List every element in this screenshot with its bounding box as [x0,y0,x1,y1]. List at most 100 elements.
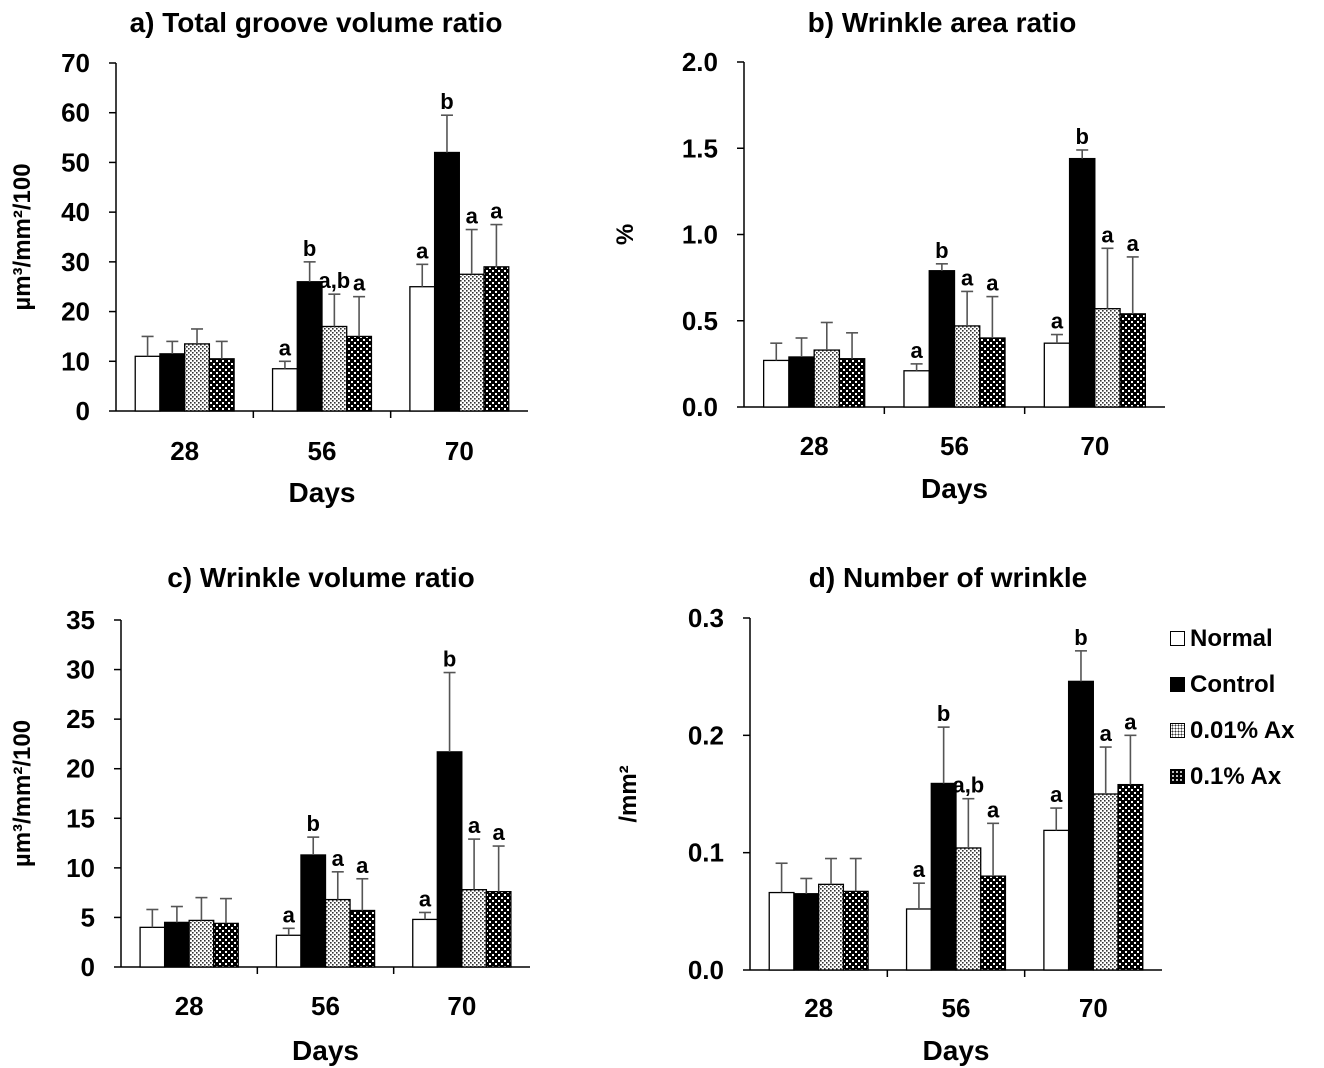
legend-item-normal: Normal [1168,622,1318,668]
x-tick-label: 56 [940,431,969,461]
legend-item-control: Control [1168,668,1318,714]
x-axis-label: Days [923,1035,990,1066]
y-tick-label: 30 [61,247,90,277]
y-tick-label: 2.0 [682,47,718,77]
significance-label: a [1100,721,1113,746]
chart-panel-2: b) Wrinkle area ratio 0.0 0.5 1.0 1.5 2.0 28 56… [612,7,1165,504]
legend-swatch-normal [1170,631,1185,646]
significance-label: a [913,857,926,882]
bar-normal [762,359,790,408]
significance-label: a,b [318,268,350,293]
bar-01-ax [485,891,512,968]
bar-01-ax [980,875,1007,971]
significance-label: a [416,238,429,263]
legend-item-01-ax: 0.1% Ax [1168,760,1318,806]
x-tick-label: 70 [445,436,474,466]
y-tick-label: 30 [66,655,95,685]
significance-label: a [468,813,481,838]
significance-label: a [356,853,369,878]
y-tick-label: 20 [66,754,95,784]
bar-01-ax [842,890,869,971]
y-axis-label: /mm² [615,765,642,822]
y-tick-label: 70 [61,48,90,78]
bar-control [300,854,327,968]
y-tick-label: 10 [66,853,95,883]
bar-control [163,921,190,968]
significance-label: a [986,271,999,296]
significance-label: a [419,886,432,911]
significance-label: a [283,902,296,927]
y-tick-label: 0 [76,396,90,426]
significance-label: a [1127,231,1140,256]
chart-panel-1: a) Total groove volume ratio 0 10 20 30 40 50 6… [9,7,528,508]
bar-001-ax [321,325,348,412]
bar-01-ax [213,922,239,968]
bar-01-ax [346,335,373,412]
significance-label: a [1050,782,1063,807]
significance-label: b [1075,124,1088,149]
bar-normal [905,908,932,971]
bar-001-ax [461,889,488,968]
y-axis-label: % [612,224,639,245]
significance-label: a [332,846,345,871]
y-tick-label: 20 [61,297,90,327]
significance-label: b [937,701,950,726]
x-tick-label: 70 [1080,431,1109,461]
x-tick-label: 70 [447,991,476,1021]
y-tick-label: 0 [81,952,95,982]
y-tick-label: 1.0 [682,220,718,250]
bar-001-ax [1094,308,1121,408]
x-tick-label: 28 [804,993,833,1023]
bar-normal [275,934,302,968]
y-tick-label: 10 [61,346,90,376]
legend-label-normal: Normal [1190,625,1273,652]
bar-normal [409,286,436,412]
bar-control [1067,680,1094,971]
bar-control [788,356,815,408]
bar-normal [139,926,166,968]
bar-control [296,281,323,412]
x-tick-label: 28 [170,436,199,466]
legend-label-01-ax: 0.1% Ax [1190,763,1282,790]
bar-control [436,751,463,968]
bar-01-ax [349,909,376,968]
significance-label: b [440,89,453,114]
legend-label-001-ax: 0.01% Ax [1190,717,1295,744]
x-tick-label: 56 [311,991,340,1021]
chart-panel-3: c) Wrinkle volume ratio 0 5 10 15 20 25 30 35 28 5… [9,562,530,1066]
bar-001-ax [458,273,485,412]
bar-001-ax [324,898,351,968]
significance-label: b [1074,625,1087,650]
significance-label: b [303,236,316,261]
y-tick-label: 5 [81,902,95,932]
legend-swatch-control [1170,677,1185,692]
bar-001-ax [184,343,211,412]
bar-control [433,151,460,412]
significance-label: a [910,338,923,363]
bar-normal [271,368,298,412]
bar-control [793,893,820,971]
x-tick-label: 28 [175,991,204,1021]
chart-panel-4: d) Number of wrinkle 0.0 0.1 0.2 0.3 28 56 a b a,… [615,562,1162,1066]
bar-001-ax [953,325,981,408]
bar-01-ax [483,266,510,412]
significance-label: a [493,820,506,845]
y-axis-label: µm³/mm²/100 [9,720,36,867]
bar-001-ax [813,349,841,408]
y-tick-label: 15 [66,803,95,833]
legend-swatch-001-ax [1170,723,1185,738]
y-tick-label: 0.3 [688,603,724,633]
legend-label-control: Control [1190,671,1276,698]
chart-title: d) Number of wrinkle [809,562,1087,593]
x-axis-label: Days [921,473,988,504]
chart-title: b) Wrinkle area ratio [808,7,1077,38]
y-tick-label: 0.1 [688,838,724,868]
bar-001-ax [188,919,215,968]
bar-01-ax [1117,783,1144,971]
bar-001-ax [818,883,845,971]
x-axis-label: Days [289,477,356,508]
significance-label: a,b [952,773,984,798]
bar-control [159,353,186,412]
legend: Normal Control 0.01% Ax 0.1% Ax [1168,622,1318,806]
